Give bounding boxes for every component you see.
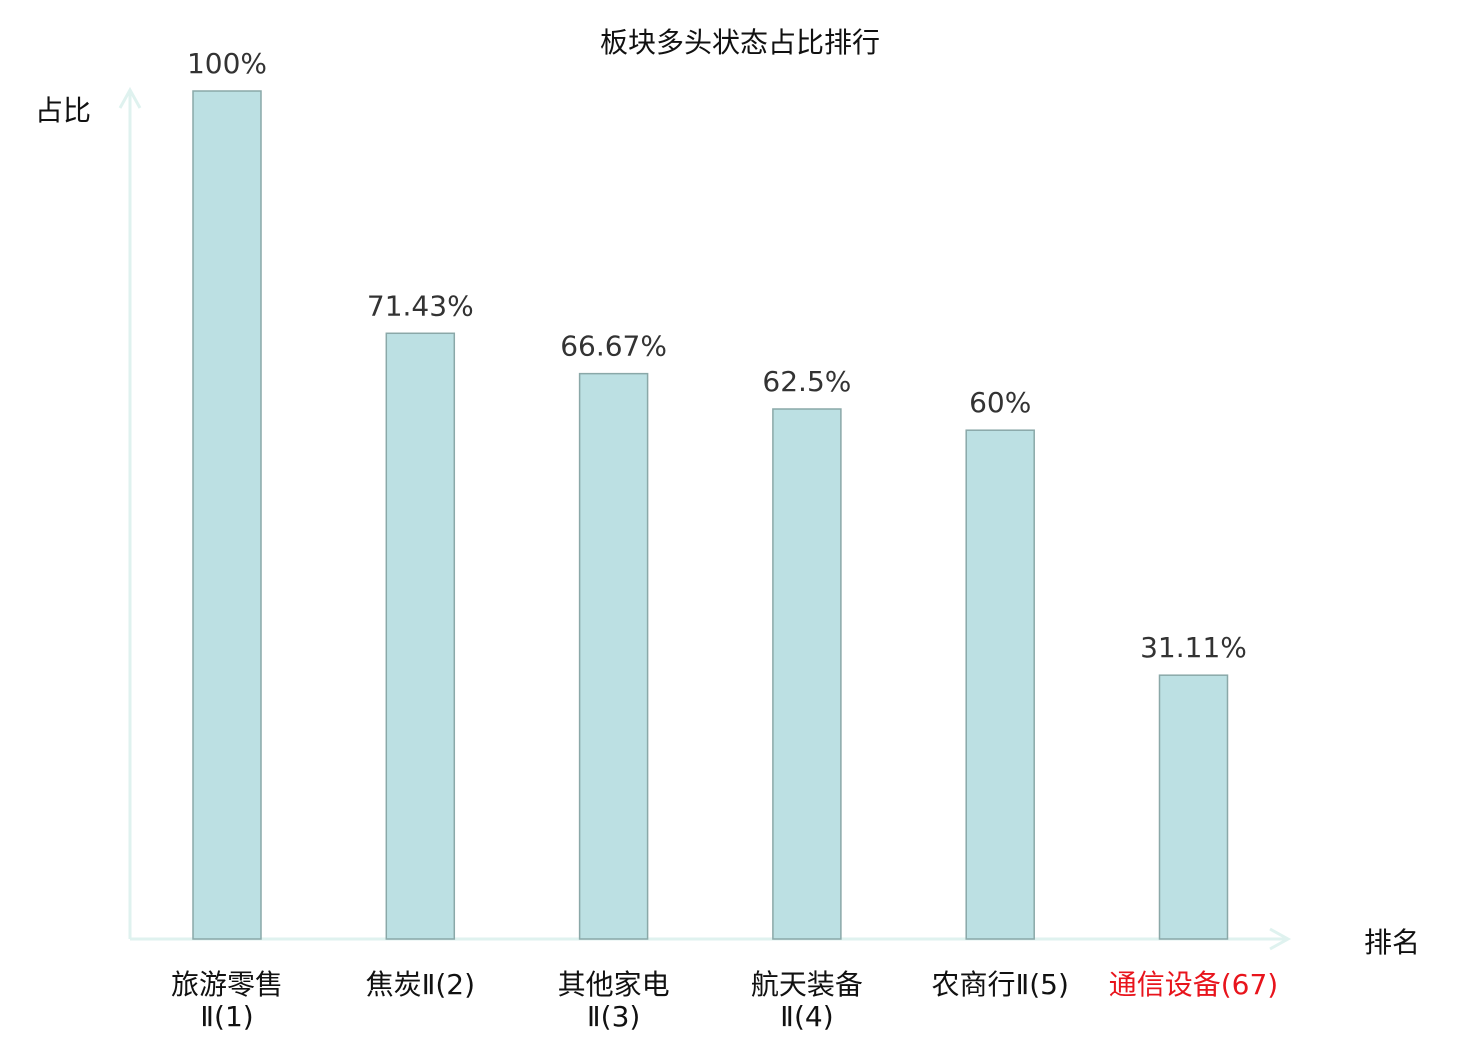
x-tick-label: Ⅱ(4) bbox=[780, 1000, 833, 1033]
bar bbox=[192, 90, 262, 940]
x-tick-label: 通信设备(67) bbox=[1109, 968, 1278, 1001]
x-axis-arrow-icon bbox=[1269, 927, 1292, 951]
data-label: 66.67% bbox=[560, 330, 667, 363]
x-axis-label: 排名 bbox=[1364, 926, 1420, 959]
x-tick-label: 航天装备 bbox=[751, 968, 863, 1001]
chart-title: 板块多头状态占比排行 bbox=[600, 26, 880, 59]
x-tick-label: Ⅱ(1) bbox=[200, 1000, 253, 1033]
x-tick-label: 旅游零售 bbox=[171, 968, 283, 1001]
x-tick-label: 焦炭Ⅱ(2) bbox=[366, 968, 475, 1001]
data-label: 31.11% bbox=[1140, 631, 1247, 664]
bar bbox=[965, 429, 1035, 940]
bar bbox=[578, 372, 649, 940]
bar bbox=[772, 408, 842, 940]
x-tick-label: Ⅱ(3) bbox=[587, 1000, 640, 1033]
data-label: 100% bbox=[187, 47, 267, 80]
data-label: 60% bbox=[969, 386, 1031, 419]
x-tick-label: 其他家电 bbox=[558, 968, 670, 1001]
y-axis-label: 占比 bbox=[35, 94, 91, 127]
axes bbox=[118, 86, 1292, 951]
data-label: 62.5% bbox=[762, 365, 851, 398]
x-tick-label: 农商行Ⅱ(5) bbox=[931, 968, 1068, 1001]
y-axis-arrow-icon bbox=[118, 86, 142, 109]
bar bbox=[1158, 674, 1229, 940]
bar bbox=[385, 332, 456, 940]
data-label: 71.43% bbox=[367, 289, 474, 322]
